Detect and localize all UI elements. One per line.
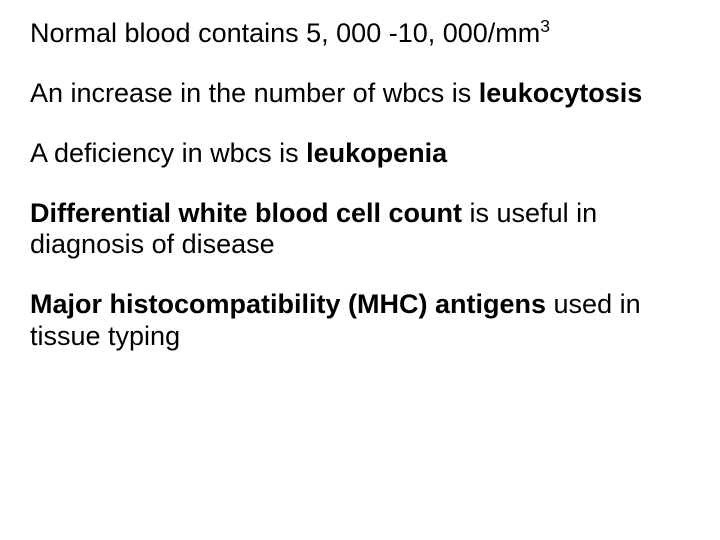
bold-term-leukopenia: leukopenia [306, 138, 447, 168]
superscript: 3 [540, 16, 550, 36]
paragraph-4: Differential white blood cell count is u… [30, 198, 690, 262]
bold-term-leukocytosis: leukocytosis [479, 78, 643, 108]
text-run: Normal blood contains 5, 000 -10, 000/mm [30, 18, 540, 48]
paragraph-5: Major histocompatibility (MHC) antigens … [30, 289, 690, 353]
paragraph-1: Normal blood contains 5, 000 -10, 000/mm… [30, 18, 690, 50]
slide-body: Normal blood contains 5, 000 -10, 000/mm… [0, 0, 720, 540]
paragraph-3: A deficiency in wbcs is leukopenia [30, 138, 690, 170]
bold-term-differential-count: Differential white blood cell count [30, 198, 462, 228]
text-run: A deficiency in wbcs is [30, 138, 306, 168]
bold-term-mhc-antigens: Major histocompatibility (MHC) antigens [30, 289, 546, 319]
text-run: An increase in the number of wbcs is [30, 78, 479, 108]
paragraph-2: An increase in the number of wbcs is leu… [30, 78, 690, 110]
